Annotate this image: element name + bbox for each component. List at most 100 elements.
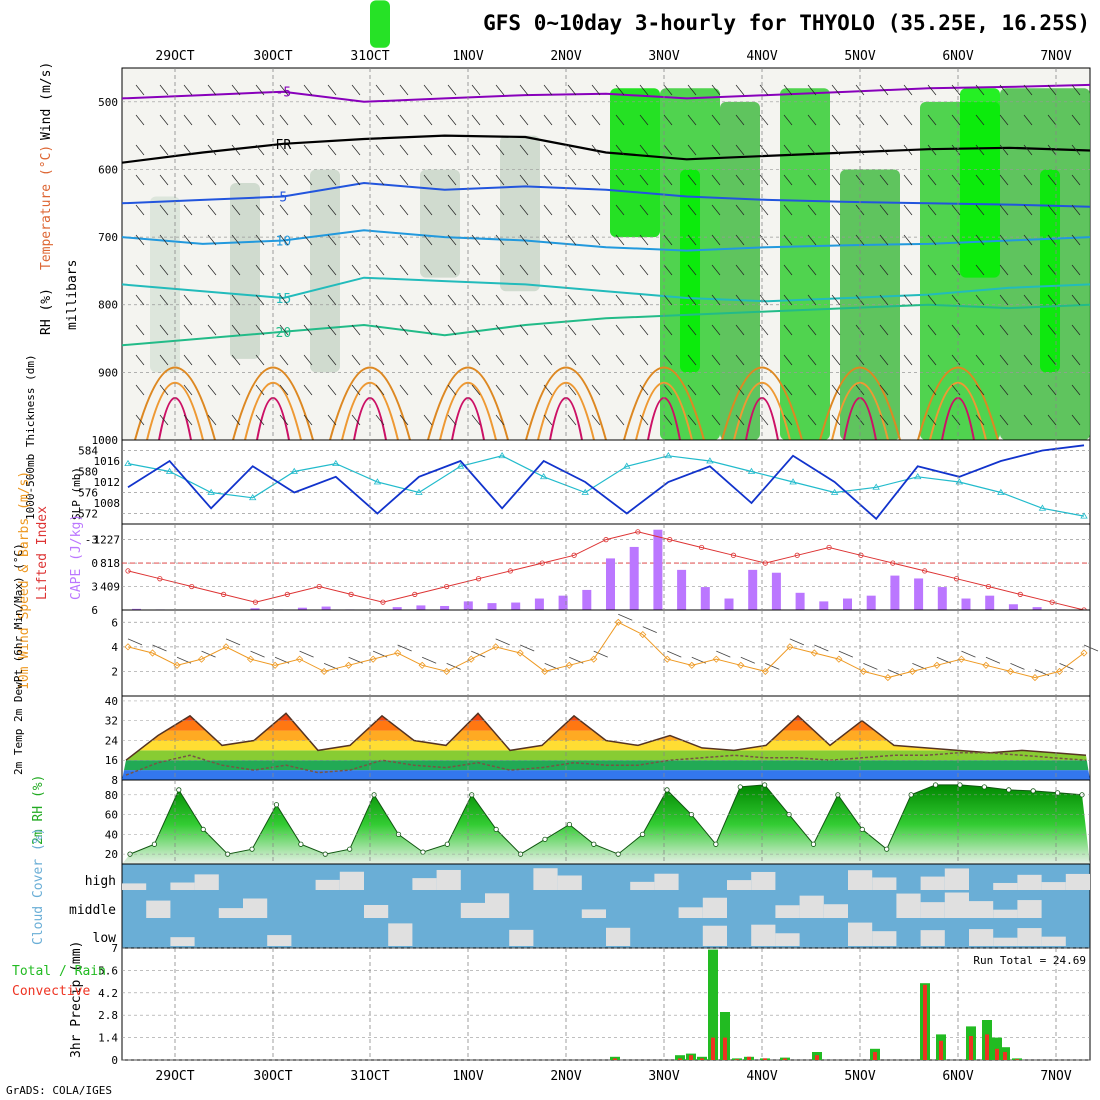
- surface-isotherm-arc: [721, 366, 803, 441]
- cloud-block: [485, 893, 510, 918]
- wind-barb: [399, 204, 409, 216]
- cloud-block: [243, 898, 268, 918]
- wind-barb: [687, 294, 697, 306]
- wind-barb: [183, 354, 193, 366]
- wind-point: [394, 649, 402, 657]
- precip-conv-bar: [763, 1058, 767, 1060]
- cloud-block: [412, 878, 437, 890]
- wind-barb: [711, 294, 721, 306]
- surface-isotherm-arc: [146, 381, 204, 441]
- precip-panel: 0 1.4 2.8 4.2 5.6 7: [98, 942, 1091, 1067]
- wind-barb: [519, 324, 529, 336]
- precip-tick: 4.2: [98, 987, 118, 1000]
- wind-barb: [639, 324, 649, 336]
- wind-point: [246, 655, 255, 663]
- wind-barb: [183, 414, 193, 426]
- cape-bar: [866, 595, 876, 610]
- wind-barb: [423, 324, 433, 336]
- wind-barb: [231, 204, 241, 216]
- wind-barb: [471, 294, 481, 306]
- cloud-block: [969, 929, 994, 946]
- wind-point: [688, 661, 696, 669]
- top-date-label: 30OCT: [253, 49, 292, 64]
- wind-barb: [399, 144, 409, 156]
- wind-barb: [1071, 174, 1081, 186]
- bottom-date-label: 4NOV: [746, 1069, 777, 1084]
- wind-barb: [831, 144, 841, 156]
- pressure-tick: 900: [98, 366, 118, 379]
- wind-barb: [663, 384, 673, 396]
- wind-barb: [1023, 144, 1033, 156]
- wind-barb: [519, 294, 529, 306]
- rh-point: [762, 782, 768, 788]
- cloud-block: [944, 892, 969, 918]
- wind-barb: [1071, 324, 1081, 336]
- wind-barb: [543, 204, 553, 216]
- precip-tick: 2.8: [98, 1009, 118, 1022]
- wind-barb: [351, 264, 361, 276]
- wind-barb: [735, 204, 745, 216]
- cape-bar: [250, 608, 260, 610]
- wind-barb: [183, 384, 193, 396]
- wind-barb: [1071, 84, 1081, 96]
- cloud-block: [630, 881, 655, 890]
- wind-barb: [975, 324, 985, 336]
- cloud-block: [823, 904, 848, 918]
- wind-barb: [471, 384, 481, 396]
- wind-barb: [351, 144, 361, 156]
- cape-bar: [392, 607, 402, 610]
- cape-bar: [748, 569, 758, 610]
- wind-barb: [615, 264, 625, 276]
- wind-barb: [423, 174, 433, 186]
- wind-barb: [831, 354, 841, 366]
- wind-barb: [279, 84, 289, 96]
- wind-panel: 2 4 6: [111, 609, 1099, 697]
- wind-barb: [1047, 204, 1057, 216]
- wind-barb: [447, 384, 457, 396]
- wind-barb: [327, 294, 337, 306]
- cloud-block: [606, 927, 631, 946]
- wind-barb: [399, 234, 409, 246]
- cloud-block: [751, 871, 776, 890]
- cloud-block: [581, 909, 606, 918]
- wind-barb: [351, 384, 361, 396]
- wind-barb: [183, 264, 193, 276]
- wind-barb: [423, 294, 433, 306]
- precip-tick: 0: [111, 1054, 118, 1067]
- wind-barb: [639, 234, 649, 246]
- wind-barb: [543, 144, 553, 156]
- wind-barb: [447, 294, 457, 306]
- wind-barb: [495, 84, 505, 96]
- wind-barb: [1047, 324, 1057, 336]
- wind-barb: [447, 324, 457, 336]
- wind-barb: [663, 354, 673, 366]
- cloud-block: [872, 931, 897, 946]
- lifted-point: [890, 560, 896, 566]
- wind-barb: [927, 174, 937, 186]
- wind-barb: [711, 264, 721, 276]
- wind-barb: [495, 204, 505, 216]
- lifted-point: [348, 591, 354, 597]
- wind-barb: [1023, 204, 1033, 216]
- wind-barb: [495, 144, 505, 156]
- wind-barb: [961, 650, 976, 658]
- wind-barb: [423, 114, 433, 126]
- wind-barb: [615, 204, 625, 216]
- wind-barb: [303, 234, 313, 246]
- wind-barb: [207, 144, 217, 156]
- wind-barb: [135, 384, 145, 396]
- wind-barb: [1071, 144, 1081, 156]
- wind-point: [345, 661, 353, 669]
- temp-tick: 40: [105, 695, 118, 708]
- isotherm-line: [121, 181, 1091, 208]
- temp-tick: 24: [105, 734, 119, 747]
- wind-barb: [591, 384, 601, 396]
- wind-barb: [327, 114, 337, 126]
- rh-shade: [780, 88, 830, 441]
- wind-barb: [687, 114, 697, 126]
- wind-barb: [495, 324, 505, 336]
- wind-barb: [591, 324, 601, 336]
- wind-barb: [615, 354, 625, 366]
- wind-barb: [397, 644, 412, 652]
